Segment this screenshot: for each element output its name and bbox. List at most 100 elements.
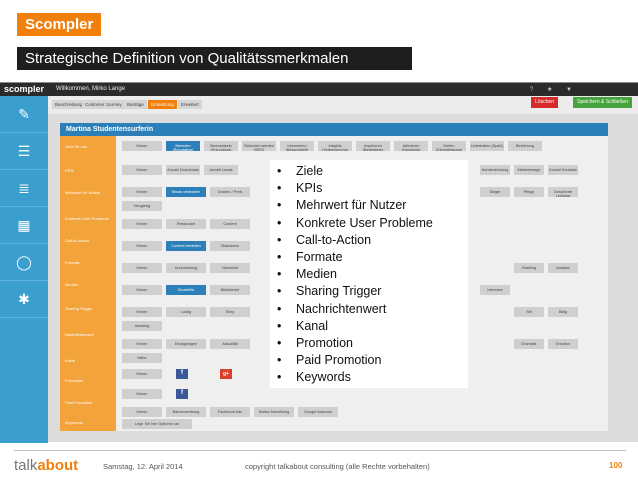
criteria-item: Ziele — [274, 163, 468, 180]
option-chip[interactable]: Stil — [514, 307, 544, 317]
option-chip[interactable]: Informieren (Bekanntheit) — [280, 141, 314, 151]
edit-icon[interactable]: ✎ — [0, 96, 48, 133]
google-plus-icon[interactable]: g+ — [220, 369, 232, 379]
option-chip[interactable]: Sieger — [480, 187, 510, 197]
option-chip[interactable]: Gewinn / Preis — [210, 187, 250, 197]
option-chip[interactable]: Keiner — [122, 263, 162, 273]
option-chip[interactable]: Anzahl Downloads — [166, 165, 200, 175]
option-chip[interactable]: Markenimage — [514, 165, 544, 175]
tab-customer-journey[interactable]: Customer Journey — [82, 100, 125, 109]
option-chip[interactable]: Gefunden werden (SEO) — [242, 141, 276, 151]
option-chip[interactable]: Keiner — [122, 219, 162, 229]
option-chip[interactable]: Keiner — [122, 241, 162, 251]
footer-divider — [14, 450, 626, 451]
option-chip[interactable]: Keiner — [122, 307, 162, 317]
option-chip[interactable]: Unterhalten (Spaß) — [470, 141, 504, 151]
option-chip[interactable]: Facebook Ads — [210, 407, 250, 417]
keyword-input[interactable]: Lege Sie hier Optionen an — [122, 419, 192, 429]
option-chip[interactable]: Anzahl Kontakte — [548, 165, 578, 175]
option-chip[interactable]: Restaurant — [166, 219, 206, 229]
option-chip[interactable]: Ranking — [514, 263, 544, 273]
criteria-label: Promotion — [65, 378, 84, 383]
option-chip[interactable]: Amazing — [122, 321, 162, 331]
option-chip[interactable]: Nachricht — [210, 263, 250, 273]
criteria-list: Ziele KPIs Mehrwert für Nutzer Konkrete … — [274, 163, 468, 387]
save-close-button[interactable]: Speichern & Schließen — [573, 97, 632, 108]
option-chip[interactable]: Native Advertising — [254, 407, 294, 417]
option-chip[interactable]: Bewusstsein (Erkundung) — [204, 141, 238, 151]
option-chip[interactable]: Bannerwerbung — [166, 407, 206, 417]
tab-umsetzung[interactable]: Umsetzung — [148, 100, 177, 109]
option-chip[interactable]: Nähe — [122, 353, 162, 363]
option-chip[interactable]: Gesicherte Leistung — [548, 187, 578, 197]
footer-copyright: copyright talkabout consulting (alle Rec… — [245, 462, 430, 471]
criteria-label: Kanal — [65, 358, 76, 363]
option-chip[interactable]: Neugierig — [122, 201, 162, 211]
footer-brand: talkabout — [14, 457, 78, 474]
option-chip[interactable]: Content bestellen — [166, 241, 206, 251]
option-chip[interactable]: Billig — [548, 307, 578, 317]
option-chip[interactable]: Google Adwords — [298, 407, 338, 417]
criteria-item: Paid Promotion — [274, 352, 468, 369]
criteria-item: Nachrichtenwert — [274, 301, 468, 318]
option-chip[interactable]: Diskussion — [210, 241, 250, 251]
option-chip[interactable]: Dramatik — [514, 339, 544, 349]
option-chip[interactable]: Bildstrecke — [210, 285, 250, 295]
facebook-icon[interactable]: f — [176, 369, 188, 379]
facebook-icon[interactable]: f — [176, 389, 188, 399]
delete-button[interactable]: Löschen — [531, 97, 558, 108]
slide-tag: Scompler — [17, 13, 102, 36]
panel-title: Martina Studentensurferin — [60, 123, 608, 136]
option-chip[interactable]: Analyse — [548, 263, 578, 273]
criteria-overlay: Ziele KPIs Mehrwert für Nutzer Konkrete … — [270, 160, 468, 388]
page-number: 100 — [609, 461, 623, 470]
tab-erweitert[interactable]: Erweitert — [178, 100, 202, 109]
option-chip[interactable]: Keiner — [122, 187, 162, 197]
tab-beschreibung[interactable]: Beschreibung — [52, 100, 86, 109]
criteria-label: Ziele für uns — [65, 144, 88, 149]
option-chip[interactable]: Interview — [480, 285, 510, 295]
app-logo: scompler — [4, 84, 45, 94]
option-chip[interactable]: Keiner — [122, 285, 162, 295]
option-chip[interactable]: Content — [210, 219, 250, 229]
criteria-item: Kanal — [274, 318, 468, 335]
option-chip[interactable]: Keiner — [122, 339, 162, 349]
option-chip[interactable]: Aktivieren (Handlung) — [394, 141, 428, 151]
option-chip[interactable]: Aktualität — [210, 339, 250, 349]
option-chip[interactable]: Keiner — [122, 407, 162, 417]
option-chip[interactable]: Kurzmeldung — [166, 263, 206, 273]
list-icon[interactable]: ☰ — [0, 133, 48, 170]
tab-beitraege[interactable]: Beiträge — [124, 100, 147, 109]
option-chip[interactable]: Kundenbindung — [480, 165, 510, 175]
criteria-item: Sharing Trigger — [274, 283, 468, 300]
gear-icon[interactable]: ✱ — [0, 281, 48, 318]
criteria-label: Formate — [65, 260, 80, 265]
chat-icon[interactable]: ◯ — [0, 244, 48, 281]
option-chip[interactable]: Sexy — [210, 307, 250, 317]
option-chip[interactable]: Insights (Verbesserung) — [318, 141, 352, 151]
criteria-label: Nachrichtenwert — [65, 332, 94, 337]
option-chip[interactable]: Lustig — [166, 307, 206, 317]
option-chip[interactable]: Beziehung — [508, 141, 542, 151]
option-chip[interactable]: Einzelbild — [166, 285, 206, 295]
option-chip[interactable]: Keiner — [122, 141, 162, 151]
calendar-icon[interactable]: ▦ — [0, 207, 48, 244]
option-chip[interactable]: Keiner — [122, 165, 162, 175]
option-chip[interactable]: Emotion — [548, 339, 578, 349]
topbar-icons[interactable]: ? ★ ▼ — [530, 87, 578, 93]
criteria-item: Call-to-Action — [274, 232, 468, 249]
option-chip[interactable]: Einzigartigen — [166, 339, 206, 349]
option-chip[interactable]: Beenden (Reputation) — [166, 141, 200, 151]
checklist-icon[interactable]: ≣ — [0, 170, 48, 207]
option-chip[interactable]: Etwas verändern — [166, 187, 206, 197]
criteria-column: Ziele für uns KPIs Mehrwert für Nutzer K… — [60, 136, 116, 431]
app-tabs: Beschreibung Customer Journey Beiträge U… — [48, 96, 638, 114]
option-chip[interactable]: Inspirieren (Begeistern) — [356, 141, 390, 151]
option-chip[interactable]: Helfen (Dienstleistung) — [432, 141, 466, 151]
welcome-text: Willkommen, Mirko Lange — [56, 86, 126, 92]
criteria-item: Formate — [274, 249, 468, 266]
option-chip[interactable]: Pflege — [514, 187, 544, 197]
option-chip[interactable]: Keiner — [122, 369, 162, 379]
option-chip[interactable]: Keiner — [122, 389, 162, 399]
option-chip[interactable]: Anzahl Leads — [204, 165, 238, 175]
